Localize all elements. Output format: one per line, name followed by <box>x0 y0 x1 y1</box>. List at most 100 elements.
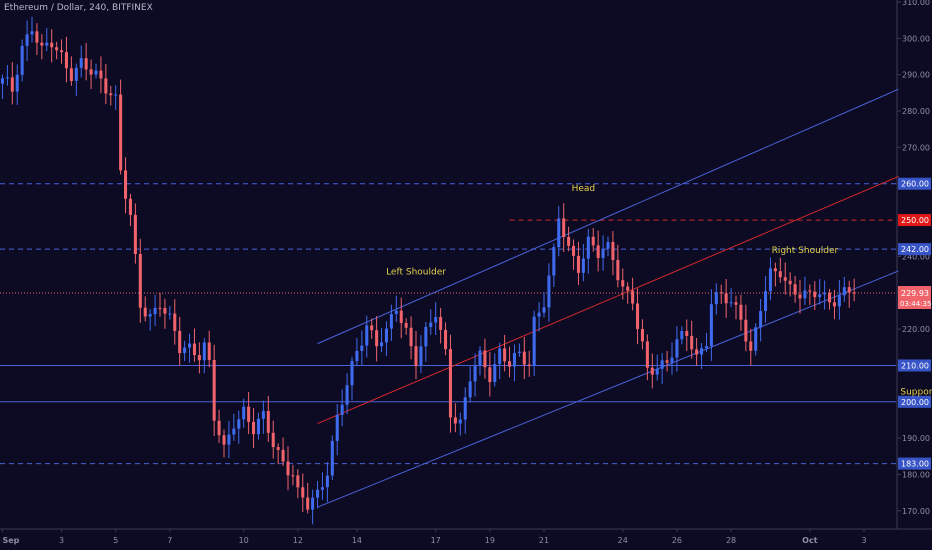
candle-body <box>335 414 339 441</box>
candle-body <box>153 307 157 315</box>
candle-body <box>311 497 315 510</box>
candle-body <box>714 292 718 305</box>
level-badge-label: 210.00 <box>901 361 929 370</box>
x-tick-label: 21 <box>539 536 549 545</box>
candle-body <box>567 236 571 246</box>
x-tick-label: 12 <box>293 536 303 545</box>
candle-body <box>173 313 177 331</box>
level-badge-label: 183.00 <box>901 460 929 469</box>
level-badge <box>898 457 931 470</box>
candle-body <box>74 67 78 81</box>
x-tick-label: 26 <box>672 536 682 545</box>
candle-body <box>616 259 620 281</box>
candle-body <box>261 411 265 419</box>
candle-body <box>517 351 521 354</box>
candle-body <box>256 418 260 435</box>
level-badge <box>898 177 931 190</box>
candle-body <box>64 52 68 69</box>
candle-body <box>808 290 812 292</box>
last-price-label: 229.93 <box>901 289 929 298</box>
candle-body <box>547 275 551 308</box>
candle-body <box>660 360 664 369</box>
candle-body <box>143 307 147 317</box>
candle-body <box>572 245 576 256</box>
candle-body <box>10 77 14 92</box>
candle-body <box>704 346 708 349</box>
candle-body <box>286 461 290 476</box>
level-badge <box>898 214 931 227</box>
candle-body <box>217 420 221 436</box>
candle-body <box>586 236 590 259</box>
y-tick-label: 190.00 <box>902 434 930 443</box>
candle-body <box>690 335 694 350</box>
candle-body <box>197 355 201 361</box>
candle-body <box>330 440 334 476</box>
candle-body <box>601 248 605 258</box>
candle-body <box>818 294 822 298</box>
candle-body <box>434 317 438 323</box>
x-tick-label: 10 <box>239 536 249 545</box>
candle-body <box>768 268 772 292</box>
candle-body <box>104 78 108 94</box>
candle-body <box>759 310 763 328</box>
candle-body <box>252 421 256 435</box>
candle-body <box>783 277 787 281</box>
candle-body <box>532 316 536 366</box>
candle-body <box>636 303 640 329</box>
candle-body <box>202 342 206 361</box>
candle-body <box>124 170 128 199</box>
annotation-label: Head <box>572 184 596 194</box>
y-tick-label: 290.00 <box>902 71 930 80</box>
annotation-label: Right Shoulder <box>772 246 839 256</box>
candle-body <box>84 58 88 70</box>
candle-body <box>631 290 635 304</box>
candle-body <box>724 293 728 304</box>
candle-body <box>542 307 546 313</box>
candle-body <box>389 313 393 329</box>
candle-body <box>576 255 580 273</box>
candle-body <box>749 341 753 351</box>
candle-body <box>734 302 738 305</box>
candle-body <box>813 291 817 298</box>
candle-body <box>429 322 433 328</box>
annotation-label: Support <box>900 388 932 398</box>
candle-body <box>89 69 93 75</box>
candle-body <box>596 245 600 258</box>
candle-body <box>685 330 689 336</box>
candle-body <box>453 417 457 424</box>
candle-body <box>419 346 423 367</box>
candle-body <box>138 254 142 308</box>
candle-body <box>409 327 413 347</box>
candle-body <box>424 327 428 347</box>
y-tick-label: 310.00 <box>902 0 930 7</box>
candle-body <box>773 268 777 272</box>
candle-body <box>35 31 39 43</box>
candle-body <box>183 347 187 354</box>
candle-body <box>444 329 448 350</box>
candle-body <box>414 346 418 367</box>
candle-body <box>192 343 196 356</box>
candle-body <box>291 475 295 477</box>
candle-body <box>557 218 561 248</box>
candle-body <box>276 447 280 450</box>
candle-body <box>227 434 231 445</box>
candle-body <box>537 312 541 317</box>
candle-body <box>15 74 19 92</box>
candle-body <box>158 307 162 309</box>
candle-body <box>503 348 507 362</box>
y-tick-label: 170.00 <box>902 507 930 516</box>
x-tick-label: 24 <box>618 536 628 545</box>
candle-body <box>79 58 83 68</box>
candle-body <box>99 70 103 79</box>
candle-body <box>764 291 768 311</box>
candle-body <box>212 360 216 421</box>
candle-body <box>591 236 595 246</box>
candle-body <box>729 302 733 304</box>
level-badge <box>898 359 931 372</box>
candle-body <box>222 435 226 445</box>
x-tick-label: 3 <box>861 536 866 545</box>
y-tick-label: 280.00 <box>902 107 930 116</box>
candle-body <box>709 304 713 347</box>
annotation-label: Left Shoulder <box>386 268 446 278</box>
